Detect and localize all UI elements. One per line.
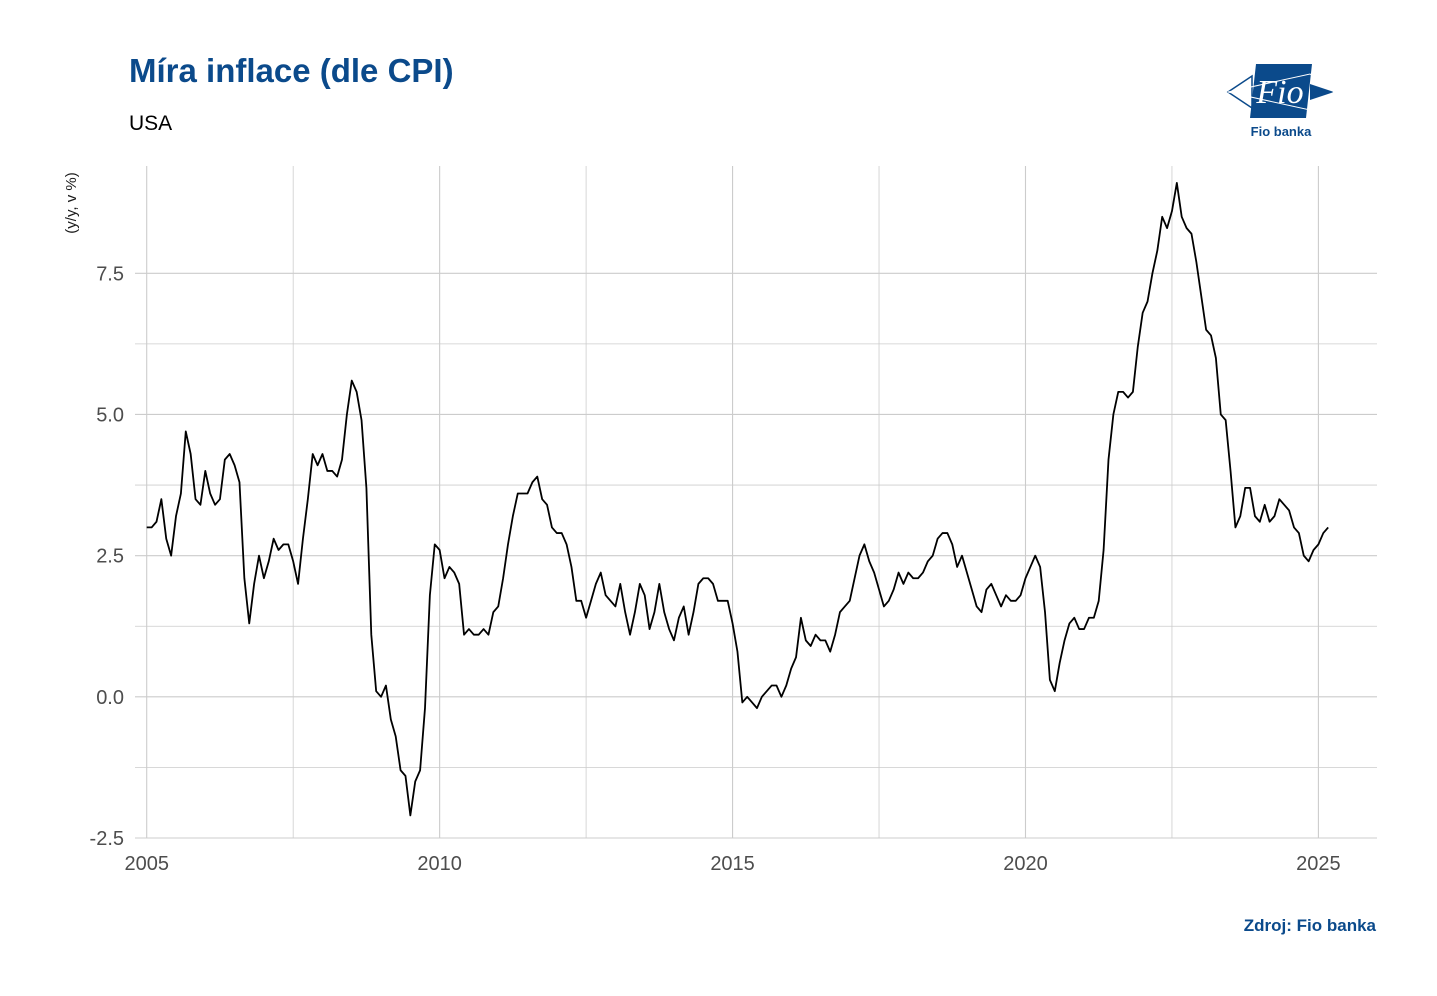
grid	[135, 166, 1377, 839]
logo-caption: Fio banka	[1250, 124, 1312, 139]
y-tick-label: 0.0	[96, 687, 124, 709]
chart-subtitle: USA	[129, 112, 173, 135]
y-tick-label: -2.5	[90, 828, 124, 850]
fio-logo-icon: Fio	[1226, 64, 1335, 118]
cpi-series-line	[146, 182, 1329, 817]
y-tick-label: 7.5	[96, 263, 124, 285]
chart-title: Míra inflace (dle CPI)	[129, 52, 454, 89]
series	[146, 182, 1329, 817]
logo-text: Fio	[1255, 74, 1303, 111]
axis-labels: -2.5 0.0 2.5 5.0 7.5 2005 2010 2015 2020 2025	[90, 263, 1341, 875]
source-note: Zdroj: Fio banka	[1243, 916, 1376, 935]
y-tick-label: 2.5	[96, 546, 124, 568]
y-axis-label: (y/y, v %)	[63, 172, 80, 233]
x-tick-label: 2020	[1003, 853, 1048, 875]
fio-banka-logo: Fio	[1226, 60, 1336, 142]
x-tick-label: 2010	[417, 853, 462, 875]
x-tick-label: 2025	[1296, 853, 1341, 875]
x-tick-label: 2015	[710, 853, 755, 875]
x-tick-label: 2005	[124, 853, 169, 875]
y-tick-label: 5.0	[96, 404, 124, 426]
